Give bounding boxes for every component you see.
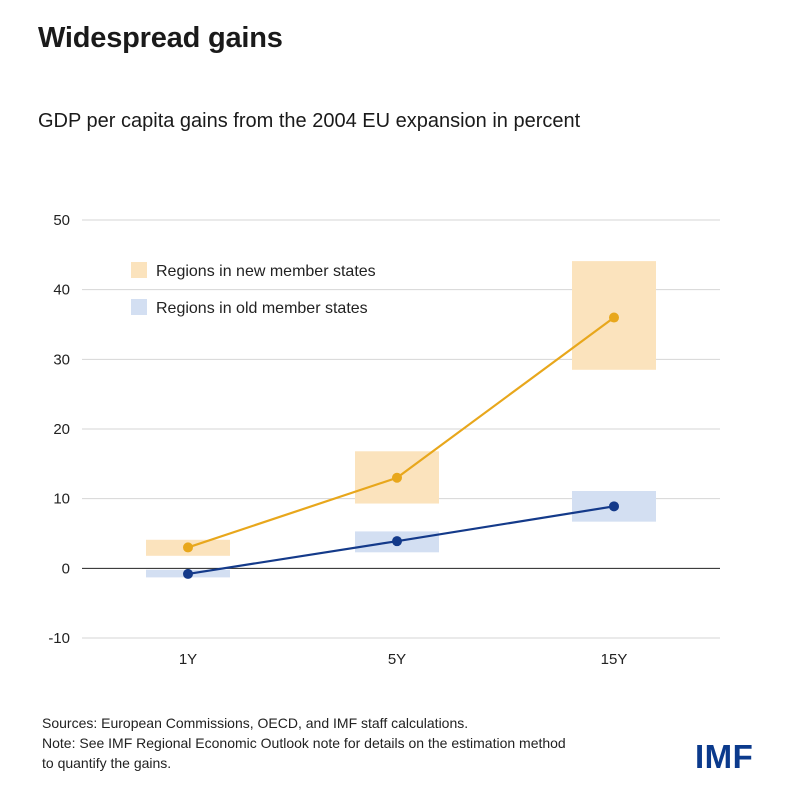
sources-text: Sources: European Commissions, OECD, and… bbox=[42, 715, 469, 731]
data-point-series-1 bbox=[183, 542, 193, 553]
series-line-1 bbox=[187, 316, 615, 549]
y-tick-label: 20 bbox=[53, 421, 70, 438]
data-point-series-2 bbox=[183, 568, 193, 579]
x-tick-label: 15Y bbox=[601, 651, 628, 668]
y-tick-label: -10 bbox=[48, 630, 70, 647]
gridlines bbox=[82, 219, 720, 639]
note-text-line1: Note: See IMF Regional Economic Outlook … bbox=[42, 735, 566, 751]
data-point-series-2 bbox=[392, 536, 402, 547]
data-points bbox=[183, 312, 619, 579]
y-axis-ticks: -10 0 10 20 30 40 50 bbox=[48, 212, 70, 647]
chart-title: GDP per capita gains from the 2004 EU ex… bbox=[38, 110, 581, 132]
legend-label-1: Regions in new member states bbox=[156, 263, 376, 280]
x-tick-label: 1Y bbox=[179, 651, 197, 668]
data-point-series-1 bbox=[392, 472, 402, 483]
y-tick-label: 50 bbox=[53, 212, 70, 229]
note-text-line2: to quantify the gains. bbox=[42, 755, 172, 771]
footer-notes: Sources: European Commissions, OECD, and… bbox=[42, 713, 642, 773]
legend-label-2: Regions in old member states bbox=[156, 300, 368, 317]
legend-swatch-2 bbox=[131, 299, 147, 315]
y-tick-label: 40 bbox=[53, 282, 70, 299]
imf-logo: IMF bbox=[695, 738, 754, 775]
x-axis-ticks: 1Y 5Y 15Y bbox=[179, 651, 628, 668]
y-tick-label: 0 bbox=[62, 560, 70, 577]
y-tick-label: 30 bbox=[53, 351, 70, 368]
data-point-series-2 bbox=[609, 501, 619, 512]
headline: Widespread gains bbox=[38, 22, 283, 54]
y-tick-label: 10 bbox=[53, 491, 70, 508]
data-point-series-1 bbox=[609, 312, 619, 323]
x-tick-label: 5Y bbox=[388, 651, 406, 668]
legend: Regions in new member states Regions in o… bbox=[131, 262, 376, 317]
legend-swatch-1 bbox=[131, 262, 147, 278]
